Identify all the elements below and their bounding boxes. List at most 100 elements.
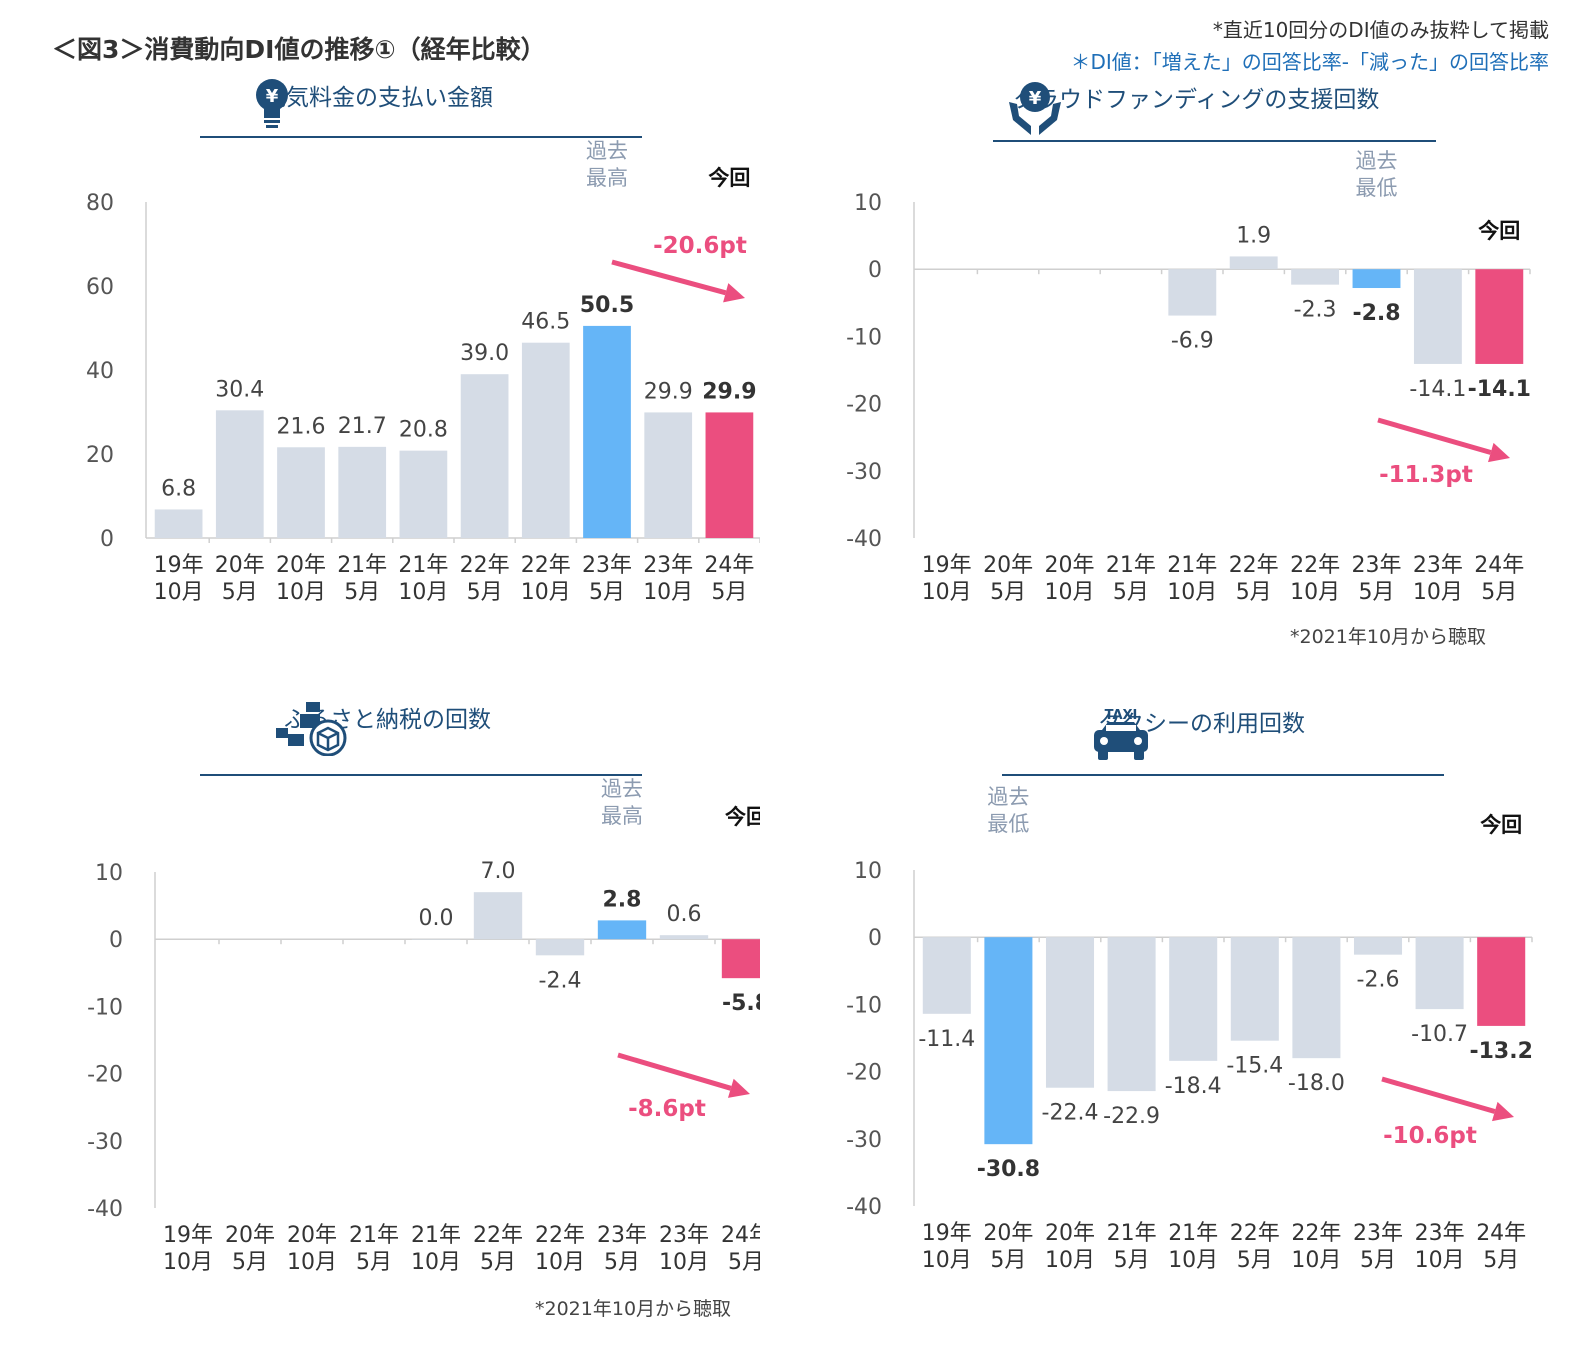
panel-title: クラウドファンディングの支援回数: [1013, 87, 1380, 113]
x-tick-label: 20年 10月: [1045, 1221, 1095, 1273]
x-tick-label: 24年 5月: [1474, 553, 1524, 605]
data-label: -15.4: [1226, 1054, 1283, 1079]
y-tick-label: -30: [87, 1130, 123, 1155]
bar: [1475, 269, 1524, 364]
bar: [1415, 937, 1464, 1010]
x-tick-label: 23年 10月: [659, 1223, 709, 1275]
note-latest-10: *直近10回分のDI値のみ抜粋して掲載: [1212, 18, 1549, 42]
x-tick-label: 21年 10月: [1167, 553, 1217, 605]
change-arrow-line: [611, 259, 727, 296]
x-tick-label: 20年 10月: [1045, 553, 1095, 605]
x-tick-label: 21年 10月: [411, 1223, 461, 1275]
x-tick-label: 19年 10月: [154, 553, 204, 605]
data-label: 29.9: [702, 379, 756, 404]
change-arrow-head: [723, 283, 745, 303]
x-tick-label: 23年 5月: [1353, 1221, 1403, 1273]
bar: [984, 937, 1033, 1145]
y-tick-label: 40: [86, 359, 114, 384]
x-tick-label: 23年 5月: [582, 553, 632, 605]
bar: [583, 325, 631, 538]
x-tick-label: 22年 5月: [473, 1223, 523, 1275]
data-label: 29.9: [644, 379, 693, 404]
y-tick-label: -30: [846, 1128, 882, 1153]
x-tick-label: 22年 5月: [460, 553, 510, 605]
change-arrow-line: [1377, 417, 1492, 455]
svg-text:¥: ¥: [1029, 88, 1042, 109]
data-label: 6.8: [161, 476, 196, 501]
x-tick-label: 24年 5月: [704, 553, 754, 605]
data-label: -2.8: [1352, 301, 1400, 326]
bar: [1229, 256, 1278, 270]
chart-plot: -40 -30 -20 -10 0 10 19年 10月 -11.4 20年 5月 -30.8 20年 1…: [846, 785, 1533, 1273]
y-tick-label: -10: [87, 995, 123, 1020]
current-label: 今回: [725, 805, 760, 829]
data-label: -2.4: [539, 968, 582, 993]
data-label: -2.6: [1357, 968, 1400, 993]
y-tick-label: -40: [846, 1195, 882, 1220]
bar: [1353, 937, 1403, 955]
chart-panel-crowdfunding: ¥ クラウドファンディングの支援回数 -40 -30 -20 -10 0 10 19年 10月…: [780, 70, 1540, 710]
data-label: 20.8: [399, 418, 448, 443]
data-label: -18.4: [1165, 1074, 1222, 1099]
x-tick-label: 22年 5月: [1229, 553, 1279, 605]
y-tick-label: 0: [868, 926, 882, 951]
x-tick-label: 20年 5月: [215, 553, 265, 605]
x-tick-label: 24年 5月: [1476, 1221, 1526, 1273]
data-label: 0.6: [667, 902, 702, 927]
change-arrow-head: [727, 1078, 750, 1098]
change-value-label: -8.6pt: [628, 1096, 706, 1122]
y-tick-label: 20: [86, 443, 114, 468]
y-tick-label: -20: [846, 393, 882, 418]
data-label: 0.0: [419, 906, 454, 931]
bar: [154, 509, 203, 538]
panel-title: 電気料金の支払い金額: [263, 85, 493, 111]
bar: [521, 342, 570, 538]
x-tick-label: 20年 5月: [983, 1221, 1033, 1273]
x-tick-label: 23年 5月: [597, 1223, 647, 1275]
data-label: -10.7: [1411, 1022, 1468, 1047]
x-tick-label: 24年 5月: [721, 1223, 760, 1275]
y-tick-label: -10: [846, 993, 882, 1018]
data-label: -11.4: [918, 1027, 975, 1052]
data-label: 46.5: [521, 310, 570, 335]
data-label: -14.1: [1468, 377, 1531, 402]
bar: [644, 412, 693, 538]
x-tick-label: 20年 10月: [276, 553, 326, 605]
data-label: 1.9: [1236, 223, 1271, 248]
x-tick-label: 19年 10月: [163, 1223, 213, 1275]
bar: [277, 447, 325, 538]
y-tick-label: -10: [846, 325, 882, 350]
x-tick-label: 23年 10月: [643, 553, 693, 605]
bar: [399, 450, 448, 538]
bar: [1352, 269, 1401, 289]
data-label: 7.0: [481, 859, 516, 884]
bar: [215, 410, 264, 538]
data-label: -22.4: [1042, 1101, 1099, 1126]
past-record-label: 過去最低: [1356, 149, 1398, 200]
y-tick-label: 0: [100, 527, 114, 552]
chart-plot: 0 20 40 60 80 19年 10月 6.8 20年 5月 30.4 20年 10月 21.6 21年…: [86, 139, 760, 605]
panel-header: ふるさと納税の回数: [276, 700, 491, 756]
x-tick-label: 21年 5月: [349, 1223, 399, 1275]
data-label: -6.9: [1171, 329, 1214, 354]
x-tick-label: 20年 10月: [287, 1223, 337, 1275]
x-tick-label: 21年 5月: [337, 553, 387, 605]
bar: [1292, 937, 1341, 1059]
y-tick-label: 10: [854, 859, 882, 884]
data-label: 39.0: [460, 341, 509, 366]
y-tick-label: 10: [854, 191, 882, 216]
bar: [1230, 937, 1279, 1041]
x-tick-label: 20年 5月: [225, 1223, 275, 1275]
past-record-label: 過去最高: [601, 777, 643, 828]
bar: [1107, 937, 1156, 1092]
x-tick-label: 23年 10月: [1415, 1221, 1465, 1273]
bar: [473, 892, 523, 940]
chart-panel-furusato: ふるさと納税の回数 -40 -30 -20 -10 0 10 19年 10月 20年 5月 20年 1…: [0, 696, 760, 1336]
svg-text:¥: ¥: [266, 86, 279, 107]
x-tick-label: 19年 10月: [922, 1221, 972, 1273]
y-tick-label: -40: [87, 1197, 123, 1222]
x-tick-label: 20年 5月: [983, 553, 1033, 605]
bar: [535, 939, 585, 956]
bar: [1291, 269, 1340, 285]
